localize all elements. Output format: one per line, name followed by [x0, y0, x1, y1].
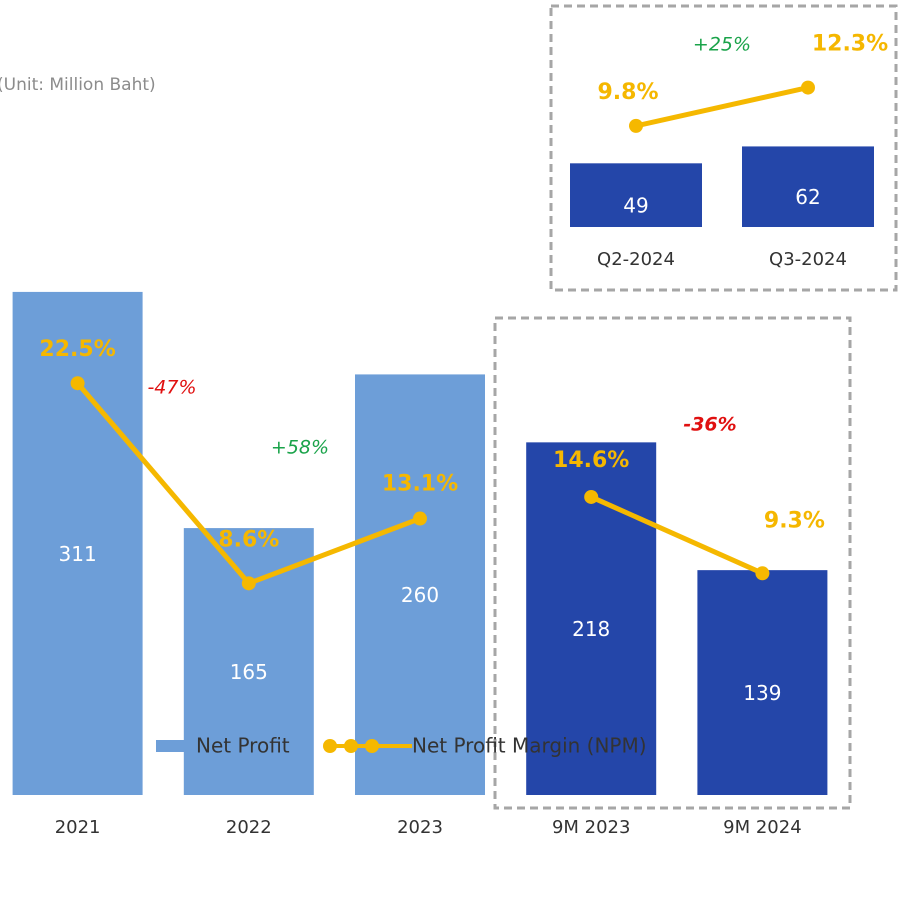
npm-point	[801, 80, 815, 95]
x-tick-label: 2023	[397, 817, 443, 838]
npm-line	[590, 494, 764, 576]
legend-dot	[365, 739, 379, 753]
bar-value-label: 49	[623, 194, 648, 218]
npm-point	[70, 376, 85, 391]
npm-label: 14.6%	[553, 448, 629, 473]
highlight-box	[493, 316, 852, 810]
bar	[570, 163, 702, 227]
npm-point	[584, 489, 599, 504]
legend-swatch	[156, 740, 190, 752]
npm-label: 13.1%	[382, 472, 458, 497]
bar-value-label: 311	[59, 542, 97, 566]
bar	[355, 374, 485, 795]
npm-label: 22.5%	[39, 337, 115, 362]
change-annotation: +58%	[271, 437, 329, 459]
x-tick-label: 2022	[226, 817, 272, 838]
npm-point	[241, 576, 256, 591]
npm-label: 9.8%	[597, 80, 658, 105]
subtitle: (Unit: Million Baht)	[0, 75, 156, 95]
npm-point	[755, 566, 770, 581]
x-tick-label: 9M 2024	[723, 817, 802, 838]
bar	[742, 146, 874, 227]
npm-label: 12.3%	[812, 32, 888, 57]
npm-label: 9.3%	[764, 508, 825, 533]
bar-value-label: 165	[230, 660, 268, 684]
legend-label: Net Profit	[196, 734, 290, 758]
change-annotation: -47%	[147, 377, 196, 399]
bar-value-label: 260	[401, 583, 439, 607]
legend-dot	[344, 739, 358, 753]
legend-label: Net Profit Margin (NPM)	[412, 734, 647, 758]
bar-value-label: 139	[743, 681, 781, 705]
inset-box	[549, 4, 898, 292]
bar	[12, 291, 143, 795]
bar-value-label: 218	[572, 617, 610, 641]
change-annotation: +25%	[693, 34, 751, 56]
npm-label: 8.6%	[218, 527, 279, 552]
change-annotation: -36%	[683, 414, 736, 436]
legend-dot	[323, 739, 337, 753]
npm-line	[635, 85, 809, 129]
x-tick-label: 2021	[55, 817, 101, 838]
x-tick-label: Q3-2024	[769, 249, 847, 270]
bar	[183, 528, 314, 795]
x-tick-label: Q2-2024	[597, 249, 675, 270]
x-tick-label: 9M 2023	[552, 817, 631, 838]
npm-point	[413, 511, 427, 526]
bar-value-label: 62	[795, 185, 820, 209]
npm-point	[629, 118, 643, 133]
bar	[697, 570, 828, 795]
